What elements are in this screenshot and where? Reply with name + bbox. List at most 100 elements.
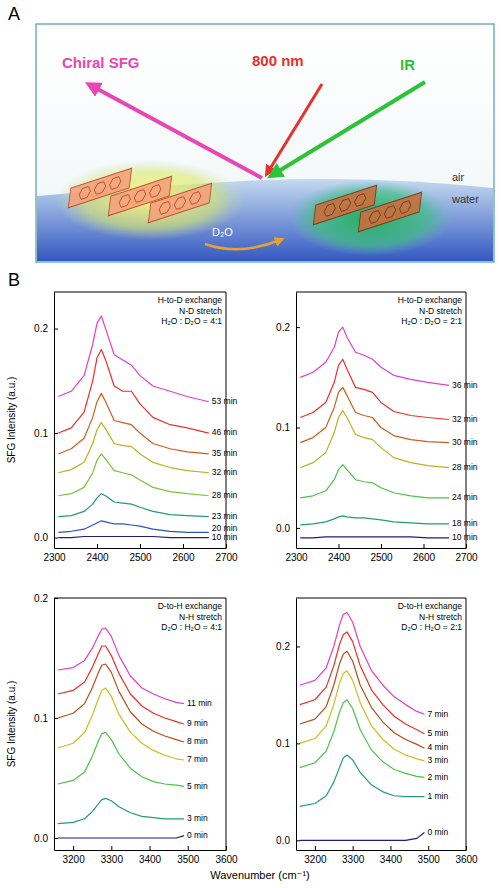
series-label: 18 min bbox=[452, 518, 478, 528]
spectrum-line bbox=[58, 349, 209, 433]
x-axis: 32003300340035003600 bbox=[55, 846, 239, 865]
series-label: 28 min bbox=[212, 490, 238, 500]
flow-label: D₂O bbox=[212, 226, 233, 238]
annotation: D-to-H exchange bbox=[158, 601, 223, 611]
tick-mark bbox=[353, 846, 354, 850]
tick-label: 0.1 bbox=[34, 428, 48, 439]
annotation: H-to-D exchange bbox=[158, 295, 223, 305]
x-tick: 2500 bbox=[129, 544, 152, 563]
spectrum-line bbox=[300, 833, 425, 841]
phase-label: water bbox=[451, 193, 479, 205]
tick-label: 0.1 bbox=[276, 738, 290, 749]
x-tick: 2400 bbox=[86, 544, 109, 563]
y-tick: 0.2 bbox=[276, 641, 300, 652]
series-label: 5 min bbox=[187, 781, 208, 791]
sheet-ring bbox=[109, 176, 122, 191]
series-label: 4 min bbox=[427, 742, 448, 752]
sheet-ring bbox=[149, 184, 162, 199]
y-axis: 0.00.10.2 bbox=[34, 593, 58, 851]
tick-label: 3300 bbox=[342, 854, 365, 865]
annotation: D₂O : H₂O = 2:1 bbox=[401, 622, 462, 632]
tick-label: 3200 bbox=[62, 854, 85, 865]
tick-label: 2500 bbox=[129, 552, 152, 563]
annotation: H₂O : D₂O = 2:1 bbox=[401, 316, 462, 326]
tick-mark bbox=[339, 544, 340, 548]
tick-label: 2600 bbox=[413, 552, 436, 563]
axis-line bbox=[296, 293, 297, 549]
spectrum-line bbox=[58, 454, 209, 496]
series-label: 10 min bbox=[452, 532, 478, 542]
yellow-glow bbox=[55, 160, 245, 240]
series-label: 32 min bbox=[452, 414, 478, 424]
tick-mark bbox=[54, 433, 58, 434]
frame-line bbox=[54, 292, 226, 293]
frame-line bbox=[54, 598, 226, 599]
y-tick: 0.1 bbox=[34, 428, 58, 439]
sheet-ring bbox=[158, 201, 171, 216]
sheet-ring bbox=[134, 189, 147, 204]
annotation: N-H stretch bbox=[419, 612, 462, 622]
tick-label: 3200 bbox=[304, 854, 327, 865]
tick-label: 2500 bbox=[370, 552, 393, 563]
x-tick: 2700 bbox=[455, 544, 478, 563]
tick-label: 3300 bbox=[101, 854, 124, 865]
plot-lines bbox=[58, 628, 184, 838]
phase-label: air bbox=[452, 171, 465, 183]
x-tick: 3300 bbox=[101, 846, 124, 865]
tick-mark bbox=[54, 718, 58, 719]
spectrum-line bbox=[58, 316, 209, 402]
tick-mark bbox=[54, 538, 58, 539]
y-tick: 0.0 bbox=[34, 532, 58, 543]
x-axis: 23002400250026002700 bbox=[285, 544, 478, 563]
spectrum-line bbox=[300, 387, 449, 442]
annotation: H₂O : D₂O = 4:1 bbox=[161, 316, 222, 326]
spectrum-line bbox=[58, 646, 184, 724]
sheet-ring bbox=[399, 200, 412, 215]
spectrum-line bbox=[300, 516, 449, 525]
sheet-ring bbox=[189, 191, 202, 206]
tick-label: 0.2 bbox=[276, 641, 290, 652]
molecule-sheet bbox=[358, 192, 421, 231]
tick-label: 2300 bbox=[285, 552, 308, 563]
spectrum-line bbox=[58, 836, 184, 838]
series-label: 28 min bbox=[452, 462, 478, 472]
tick-mark bbox=[296, 528, 300, 529]
spectrum-line bbox=[58, 521, 209, 532]
spectrum-line bbox=[58, 688, 184, 760]
series-label: 2 min bbox=[427, 772, 448, 782]
tick-mark bbox=[315, 846, 316, 850]
axis-line bbox=[297, 548, 467, 549]
beam-ir bbox=[274, 82, 425, 174]
figure-svg: ABChiral SFG800 nmIRairwaterD₂O230024002… bbox=[0, 0, 501, 888]
annotation: H-to-D exchange bbox=[398, 295, 463, 305]
frame-line bbox=[296, 292, 466, 293]
series-label: 32 min bbox=[212, 467, 238, 477]
spectrum-line bbox=[300, 327, 449, 385]
tick-label: 0.2 bbox=[276, 322, 290, 333]
plot-lines bbox=[300, 327, 449, 538]
annotation: D-to-H exchange bbox=[398, 601, 463, 611]
tick-label: 0.1 bbox=[276, 422, 290, 433]
tick-label: 3500 bbox=[418, 854, 441, 865]
spectrum-line bbox=[58, 664, 184, 742]
spectrum-line bbox=[300, 359, 449, 419]
chart-panel: 320033003400350036000.00.10.27 min5 min4… bbox=[276, 598, 478, 865]
y-tick: 0.1 bbox=[276, 738, 300, 749]
tick-label: 3400 bbox=[380, 854, 403, 865]
tick-mark bbox=[390, 846, 391, 850]
tick-label: 0.0 bbox=[34, 532, 48, 543]
tick-mark bbox=[296, 840, 300, 841]
sheet-ring bbox=[323, 203, 336, 218]
series-label: 36 min bbox=[452, 380, 478, 390]
annotation: N-D stretch bbox=[419, 306, 462, 316]
tick-mark bbox=[150, 846, 151, 850]
x-tick: 3600 bbox=[455, 846, 478, 865]
beam-800 bbox=[268, 84, 322, 172]
spectrum-line bbox=[300, 537, 449, 538]
spectrum-line bbox=[300, 632, 425, 734]
tick-label: 3600 bbox=[215, 854, 238, 865]
tick-label: 2700 bbox=[215, 552, 238, 563]
sheet-ring bbox=[368, 210, 381, 225]
x-tick: 2600 bbox=[172, 544, 195, 563]
x-tick: 2500 bbox=[370, 544, 393, 563]
